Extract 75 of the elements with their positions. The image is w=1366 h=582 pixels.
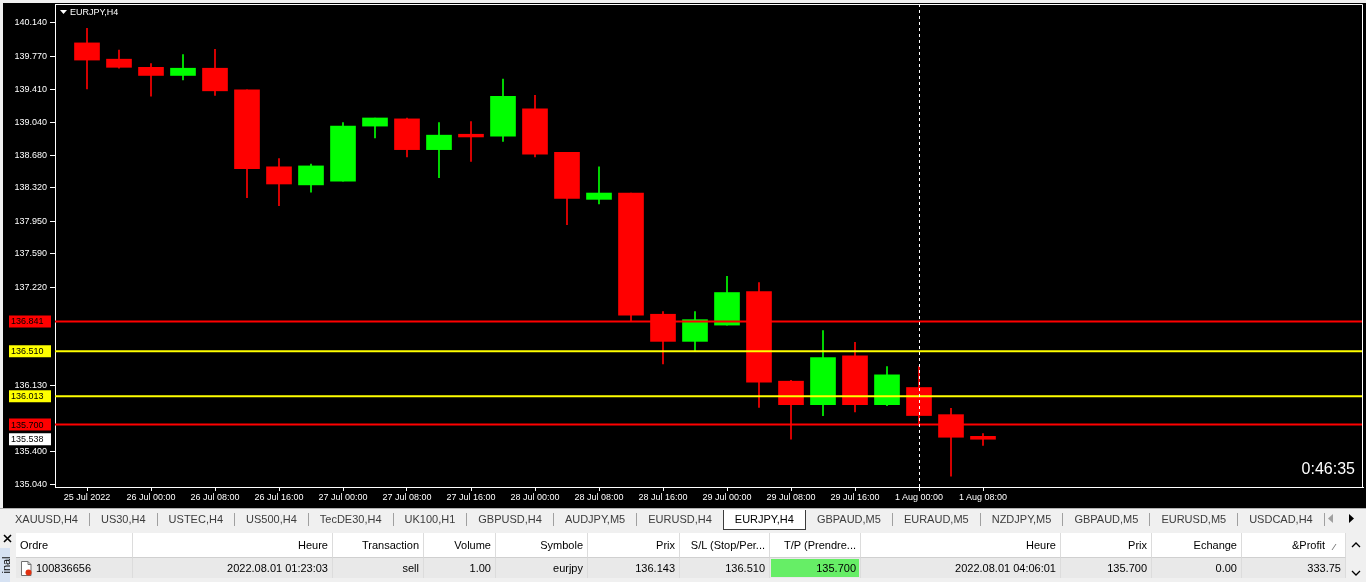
ref-line-label: 136.510: [11, 346, 44, 357]
ref-line-label: 136.841: [11, 316, 44, 327]
ref-line-label: 135.700: [11, 419, 44, 430]
category-label: Prix: [656, 539, 675, 551]
x-tick-label: 29 Jul 08:00: [766, 491, 816, 502]
x-tick-label: 27 Jul 16:00: [446, 491, 496, 502]
text: 135.538: [11, 434, 44, 445]
category-label: S/L (Stop/Per...: [690, 539, 765, 551]
category-label: Echange: [1193, 539, 1237, 551]
category-label: GBPUSD,H4: [467, 513, 554, 526]
text: eurjpy: [553, 562, 583, 574]
y-tick-label: 140.140: [14, 17, 47, 28]
text: 333.75: [1307, 562, 1341, 574]
category-label: EURUSD,H4: [637, 513, 724, 526]
category-label: Volume: [454, 539, 491, 551]
text: inal: [0, 556, 12, 574]
category-label: EURJPY,H4: [722, 509, 806, 530]
x-tick-label: 26 Jul 08:00: [190, 491, 240, 502]
category-label: NZDJPY,M5: [980, 513, 1064, 526]
text: 136.143: [635, 562, 675, 574]
text: 135.700: [1107, 562, 1147, 574]
category-label: US500,H4: [235, 513, 309, 526]
category-label: Heure: [298, 539, 328, 551]
y-tick-label: 139.770: [14, 50, 47, 61]
ref-line-label: 136.013: [11, 391, 44, 402]
y-tick-label: 135.040: [14, 478, 47, 489]
x-tick-label: 28 Jul 16:00: [638, 491, 688, 502]
category-label: USDCAD,H4: [1238, 513, 1325, 526]
y-tick-label: 137.950: [14, 215, 47, 226]
category-label: Transaction: [361, 539, 419, 551]
category-label: EURAUD,M5: [892, 513, 981, 526]
text: 2022.08.01 01:23:03: [227, 562, 328, 574]
x-tick-label: 26 Jul 00:00: [126, 491, 176, 502]
text: 0.00: [1215, 562, 1237, 574]
y-tick-label: 139.410: [14, 83, 47, 94]
category-label: GBPAUD,M5: [1063, 513, 1151, 526]
category-label: XAUUSD,H4: [4, 513, 90, 526]
text: 136.510: [725, 562, 765, 574]
category-label: TecDE30,H4: [308, 513, 394, 526]
category-label: USTEC,H4: [157, 513, 236, 526]
y-tick-label: 138.320: [14, 182, 47, 193]
text: 135.700: [816, 562, 856, 574]
text: 2022.08.01 04:06:01: [955, 562, 1056, 574]
category-label: Symbole: [540, 539, 583, 551]
y-tick-label: 138.680: [14, 149, 47, 160]
category-label: AUDJPY,M5: [553, 513, 638, 526]
chart-title: EURJPY,H4: [70, 6, 119, 17]
text: 1.00: [469, 562, 491, 574]
category-label: Heure: [1026, 539, 1056, 551]
x-tick-label: 29 Jul 00:00: [702, 491, 752, 502]
x-tick-label: 1 Aug 00:00: [894, 491, 944, 502]
y-tick-label: 136.130: [14, 380, 47, 391]
category-label: &Profit: [1291, 539, 1325, 551]
y-tick-label: 139.040: [14, 116, 47, 127]
x-tick-label: 28 Jul 00:00: [510, 491, 560, 502]
text: 0:46:35: [1301, 460, 1356, 477]
category-label: T/P (Prendre...: [784, 539, 856, 551]
x-tick-label: 27 Jul 08:00: [382, 491, 432, 502]
category-label: EURUSD,M5: [1150, 513, 1239, 526]
x-tick-label: 27 Jul 00:00: [318, 491, 368, 502]
text: 100836656: [36, 562, 92, 574]
category-label: GBPAUD,M5: [805, 513, 893, 526]
category-label: UK100,H1: [393, 513, 468, 526]
y-tick-label: 135.400: [14, 446, 47, 457]
x-tick-label: 28 Jul 08:00: [574, 491, 624, 502]
category-label: Ordre: [20, 539, 49, 551]
x-tick-label: 25 Jul 2022: [63, 491, 111, 502]
x-tick-label: 26 Jul 16:00: [254, 491, 304, 502]
y-tick-label: 137.590: [14, 248, 47, 259]
x-tick-label: 1 Aug 08:00: [958, 491, 1008, 502]
category-label: Prix: [1128, 539, 1147, 551]
x-tick-label: 29 Jul 16:00: [830, 491, 880, 502]
text: sell: [402, 562, 419, 574]
category-label: US30,H4: [89, 513, 158, 526]
y-tick-label: 137.220: [14, 281, 47, 292]
